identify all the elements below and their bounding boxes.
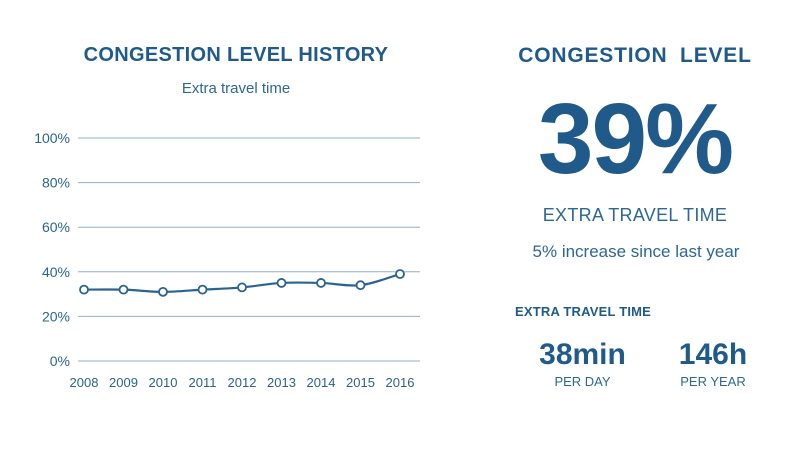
data-point — [237, 282, 247, 293]
data-point — [316, 278, 326, 288]
data-point — [118, 284, 129, 295]
per-year-stat: 146h PER YEAR — [658, 338, 768, 389]
data-point — [158, 286, 168, 297]
congestion-level-title: CONGESTION LEVEL — [518, 44, 752, 67]
x-tick-label: 2012 — [228, 375, 257, 390]
x-tick-label: 2016 — [386, 375, 415, 390]
data-point — [197, 284, 208, 295]
x-tick-label: 2009 — [109, 375, 138, 390]
y-tick-label: 40% — [42, 264, 70, 280]
chart-subtitle: Extra travel time — [181, 80, 291, 97]
extra-travel-time-heading: EXTRA TRAVEL TIME — [515, 304, 652, 319]
per-year-value: 146h — [678, 338, 748, 371]
y-tick-label: 80% — [42, 175, 70, 191]
per-day-stat: 38min PER DAY — [515, 338, 650, 389]
yearly-change-text: 5% increase since last year — [532, 242, 740, 261]
x-tick-label: 2011 — [189, 375, 217, 390]
data-point — [355, 280, 366, 291]
congestion-level-value: 39% — [537, 83, 734, 195]
congestion-history-chart: 0% 20% 40% 60% 80% 100% 2008 2009 2010 2011 2012 20… — [34, 130, 420, 390]
x-tick-label: 2014 — [307, 375, 336, 390]
y-tick-label: 100% — [34, 130, 70, 146]
chart-title: CONGESTION LEVEL HISTORY — [83, 44, 389, 66]
per-day-value: 38min — [539, 338, 626, 371]
x-tick-label: 2010 — [149, 375, 178, 390]
data-point — [79, 284, 89, 295]
data-point — [395, 269, 405, 279]
per-year-unit: PER YEAR — [680, 374, 746, 389]
x-tick-label: 2015 — [346, 375, 375, 390]
per-day-unit: PER DAY — [554, 374, 611, 389]
y-tick-label: 20% — [42, 308, 70, 324]
y-tick-label: 0% — [50, 353, 70, 369]
data-point — [276, 278, 287, 288]
y-tick-label: 60% — [42, 219, 70, 235]
x-tick-label: 2008 — [70, 375, 99, 390]
x-tick-label: 2013 — [267, 375, 296, 390]
extra-travel-time-caption: EXTRA TRAVEL TIME — [542, 205, 728, 225]
